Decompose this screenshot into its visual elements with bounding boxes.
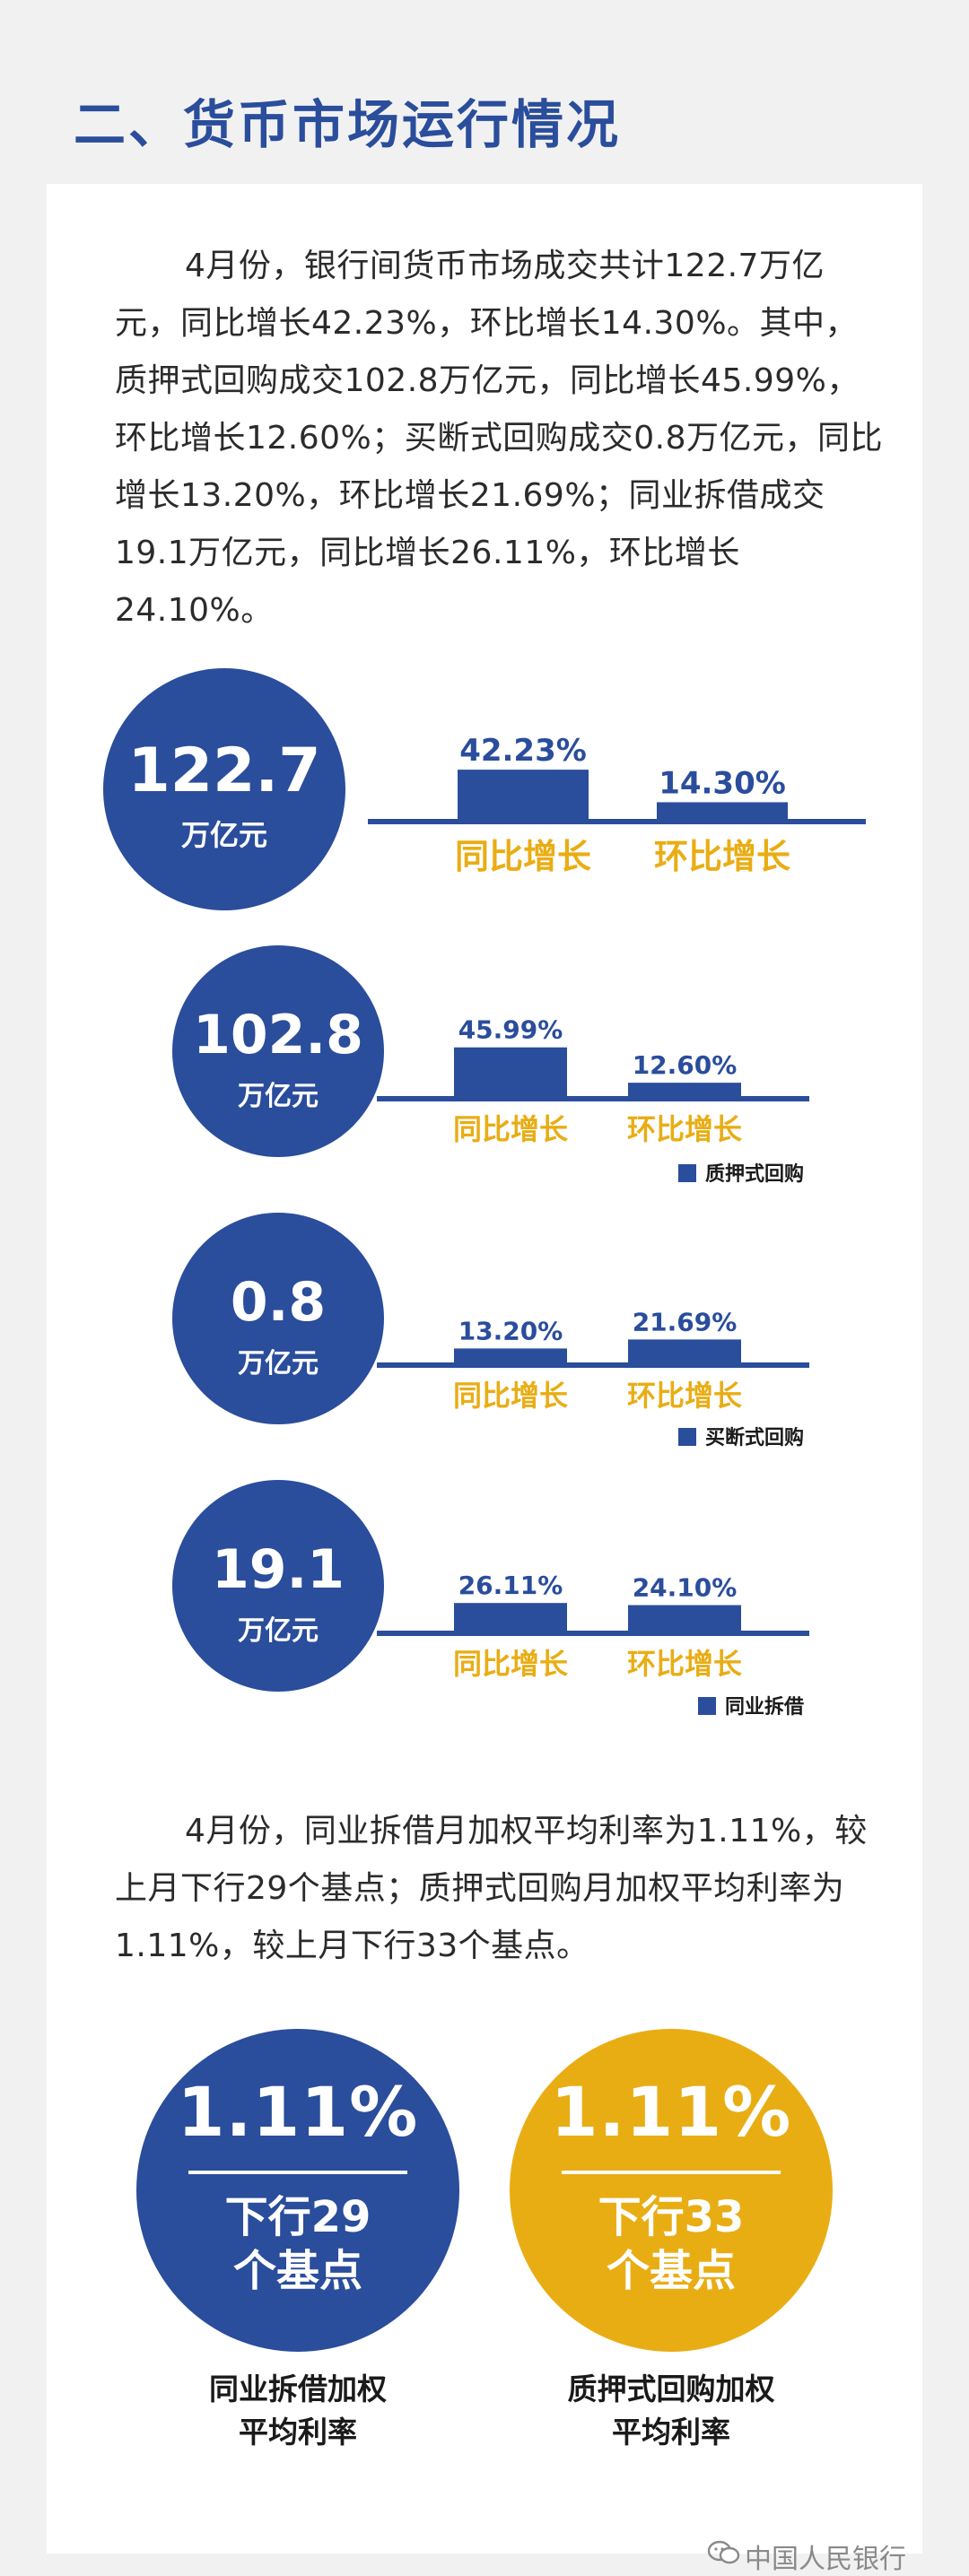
bar [628, 1083, 741, 1096]
bar [458, 770, 589, 819]
legend-swatch [678, 1164, 696, 1182]
total-circle [172, 1213, 384, 1424]
data-label: 42.23% [459, 733, 587, 769]
repo-rate-label: 质押式回购加权 平均利率 [510, 2368, 833, 2454]
repo-rate-circle: 1.11% 下行33 个基点 [510, 2029, 833, 2352]
total-unit: 万亿元 [238, 1081, 319, 1112]
category-label: 同比增长 [453, 1647, 568, 1681]
category-label: 同比增长 [453, 1379, 568, 1413]
category-label: 环比增长 [627, 1112, 742, 1146]
category-label: 同比增长 [453, 1112, 568, 1146]
intro-paragraph: 4月份，银行间货币市场成交共计122.7万亿元，同比增长42.23%，环比增长1… [115, 238, 886, 640]
data-label: 12.60% [633, 1050, 738, 1080]
watermark-text: 中国人民银行 [745, 2544, 906, 2575]
legend-label: 质押式回购 [705, 1162, 804, 1186]
bar [657, 802, 788, 819]
interbank-rate-circle: 1.11% 下行29 个基点 [136, 2029, 459, 2352]
total-value: 102.8 [193, 1004, 363, 1066]
divider-line [562, 2171, 781, 2174]
axis-baseline [368, 819, 866, 824]
divider-line [188, 2171, 407, 2174]
section-title: 二、货币市场运行情况 [74, 94, 622, 155]
repo-label-line1: 质押式回购加权 [567, 2371, 775, 2406]
legend-label: 买断式回购 [705, 1426, 804, 1449]
interbank-rate-value: 1.11% [177, 2072, 419, 2152]
data-label: 14.30% [659, 765, 786, 801]
repo-change-line2: 个基点 [606, 2246, 736, 2296]
axis-baseline [377, 1096, 809, 1101]
data-label: 13.20% [458, 1316, 563, 1345]
total-circle [172, 945, 384, 1157]
interbank-rate-label: 同业拆借加权 平均利率 [136, 2368, 459, 2454]
total-circle [172, 1480, 384, 1692]
interbank-change-line2: 个基点 [232, 2246, 362, 2296]
axis-baseline [377, 1362, 809, 1368]
total-value: 122.7 [127, 735, 320, 806]
total-unit: 万亿元 [238, 1348, 319, 1379]
total-unit: 万亿元 [181, 818, 267, 852]
total-unit: 万亿元 [238, 1615, 319, 1647]
bar [628, 1339, 741, 1362]
repo-label-line2: 平均利率 [612, 2415, 730, 2450]
category-label: 环比增长 [654, 837, 790, 876]
category-label: 环比增长 [627, 1647, 742, 1681]
data-label: 24.10% [633, 1573, 738, 1603]
legend-swatch [678, 1428, 696, 1446]
bar [454, 1047, 567, 1096]
total-circle [103, 668, 345, 910]
intro-text: 4月份，银行间货币市场成交共计122.7万亿元，同比增长42.23%，环比增长1… [115, 248, 884, 629]
interbank-label-line1: 同业拆借加权 [209, 2371, 387, 2406]
repo-rate-change: 下行33 个基点 [510, 2190, 833, 2298]
wechat-icon [707, 2540, 740, 2564]
repo-change-line1: 下行33 [598, 2192, 745, 2242]
category-label: 环比增长 [627, 1379, 742, 1413]
data-label: 26.11% [458, 1571, 563, 1600]
interbank-label-line2: 平均利率 [239, 2415, 357, 2450]
bar [628, 1605, 741, 1631]
total-value: 19.1 [212, 1538, 345, 1601]
bar [454, 1348, 567, 1362]
category-label: 同比增长 [455, 837, 591, 876]
interbank-rate-change: 下行29 个基点 [136, 2190, 459, 2298]
legend-swatch [698, 1697, 716, 1715]
rate-paragraph: 4月份，同业拆借月加权平均利率为1.11%，较上月下行29个基点；质押式回购月加… [115, 1803, 886, 1975]
data-label: 21.69% [633, 1307, 738, 1336]
repo-rate-value: 1.11% [550, 2072, 792, 2152]
total-value: 0.8 [231, 1271, 326, 1334]
axis-baseline [377, 1631, 809, 1636]
interbank-change-line1: 下行29 [224, 2192, 371, 2242]
data-label: 45.99% [458, 1015, 563, 1045]
rate-text: 4月份，同业拆借月加权平均利率为1.11%，较上月下行29个基点；质押式回购月加… [115, 1813, 868, 1964]
bar [454, 1603, 567, 1631]
legend-label: 同业拆借 [725, 1696, 804, 1719]
